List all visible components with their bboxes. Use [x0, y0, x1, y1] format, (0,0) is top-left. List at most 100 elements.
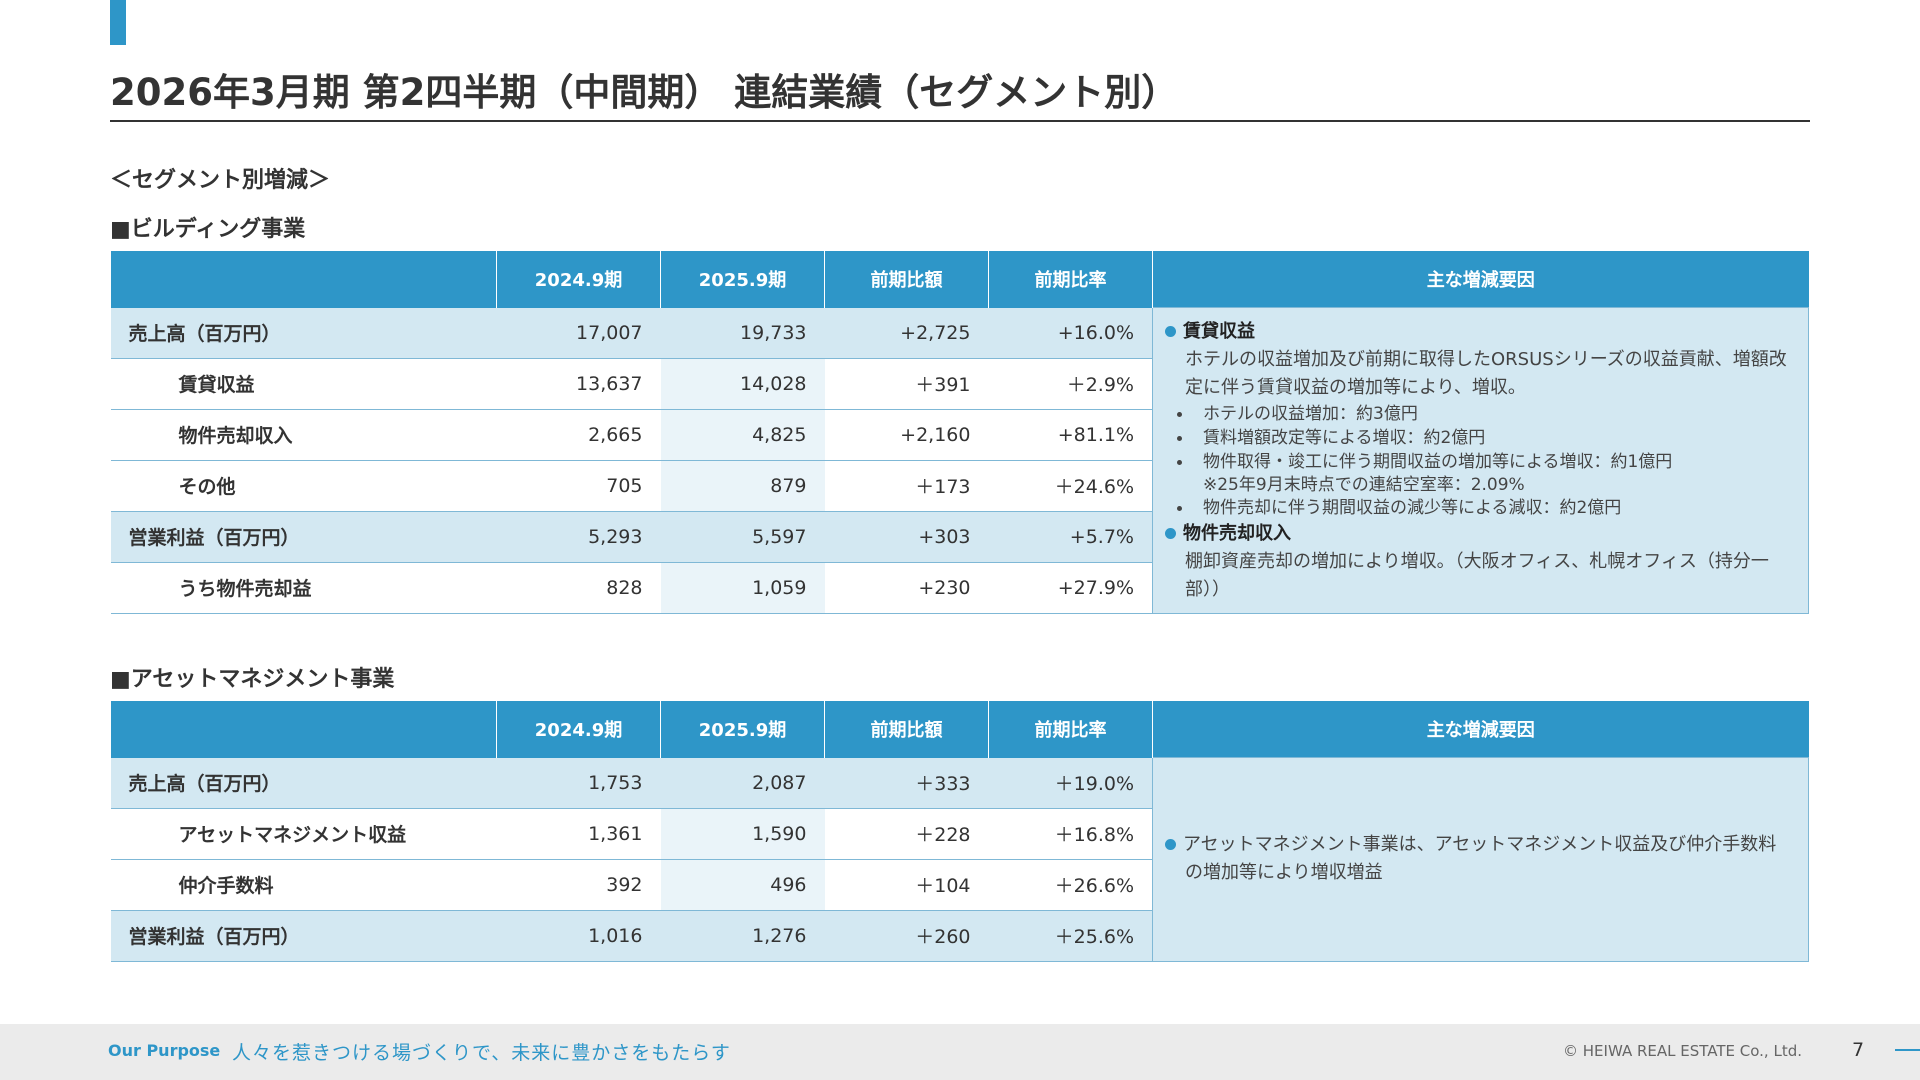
row-label: 営業利益（百万円）	[110, 910, 497, 962]
note-text: ホテルの収益増加及び前期に取得したORSUSシリーズの収益貢献、増額改定に伴う賃…	[1185, 349, 1787, 398]
cell: +27.9%	[988, 562, 1153, 614]
section-heading: ■アセットマネジメント事業	[110, 667, 395, 692]
note-heading: 物件売却収入	[1165, 520, 1794, 548]
cell: ＋24.6%	[988, 460, 1153, 512]
header-cell: 2025.9期	[660, 701, 825, 758]
table-row: 売上高（百万円） 17,007 19,733 +2,725 +16.0% 賃貸収益 ホテルの…	[110, 307, 1809, 614]
table-row: その他 705 879 ＋173 ＋24.6%	[110, 460, 1809, 512]
cell: 1,361	[496, 808, 661, 860]
page-number: 7	[1852, 1039, 1865, 1061]
cell: ＋260	[824, 910, 989, 962]
cell: 19,733	[660, 307, 825, 359]
note-bullet: ホテルの収益増加：約3億円	[1165, 402, 1794, 426]
note-text: アセットマネジメント事業は、アセットマネジメント収益及び仲介手数料の増加等により…	[1165, 831, 1794, 887]
row-label: 仲介手数料	[110, 859, 497, 911]
cell: +2,725	[824, 307, 989, 359]
row-label: 物件売却収入	[110, 409, 497, 461]
table-row: うち物件売却益 828 1,059 +230 +27.9%	[110, 562, 1809, 614]
row-label: 売上高（百万円）	[110, 307, 497, 359]
row-label: うち物件売却益	[110, 562, 497, 614]
cell: 17,007	[496, 307, 661, 359]
cell: ＋104	[824, 859, 989, 911]
row-label: 賃貸収益	[110, 358, 497, 410]
header-row: 2024.9期 2025.9期 前期比額 前期比率 主な増減要因	[110, 701, 1809, 758]
note-heading: 賃貸収益	[1165, 318, 1794, 346]
copyright: © HEIWA REAL ESTATE Co., Ltd.	[1563, 1042, 1802, 1060]
table-row: 営業利益（百万円） 1,016 1,276 ＋260 ＋25.6%	[110, 910, 1809, 962]
table-row: 営業利益（百万円） 5,293 5,597 +303 +5.7%	[110, 511, 1809, 563]
cell: +303	[824, 511, 989, 563]
row-label: 営業利益（百万円）	[110, 511, 497, 563]
cell: ＋2.9%	[988, 358, 1153, 410]
cell: 1,059	[660, 562, 825, 614]
cell: +5.7%	[988, 511, 1153, 563]
note-body: アセットマネジメント事業は、アセットマネジメント収益及び仲介手数料の増加等により…	[1183, 834, 1777, 884]
header-cell: 2025.9期	[660, 251, 825, 308]
cell: +230	[824, 562, 989, 614]
cell: 2,087	[660, 757, 825, 809]
purpose: 人々を惹きつける場づくりで、未来に豊かさをもたらす	[232, 1042, 731, 1064]
table-row: 仲介手数料 392 496 ＋104 ＋26.6%	[110, 859, 1809, 911]
header-cell	[110, 701, 497, 758]
cell: 2,665	[496, 409, 661, 461]
note-text: 棚卸資産売却の増加により増収。（大阪オフィス、札幌オフィス（持分一部））	[1185, 551, 1769, 600]
table-row: 売上高（百万円） 1,753 2,087 ＋333 ＋19.0% アセットマネジメント事業…	[110, 757, 1809, 962]
cell: ＋333	[824, 757, 989, 809]
row-label: アセットマネジメント収益	[110, 808, 497, 860]
footer: Our Purpose 人々を惹きつける場づくりで、未来に豊かさをもたらす © …	[0, 1024, 1920, 1080]
cell: 14,028	[660, 358, 825, 410]
title-rule	[110, 120, 1810, 122]
cell: +81.1%	[988, 409, 1153, 461]
cell: 1,016	[496, 910, 661, 962]
header-cell: 主な増減要因	[1152, 701, 1809, 758]
header-cell: 前期比額	[824, 251, 989, 308]
accent-bar	[110, 0, 126, 45]
title: 2026年3月期 第2四半期（中間期） 連結業績（セグメント別）	[110, 71, 1179, 114]
header-cell: 前期比率	[988, 701, 1153, 758]
section-heading: ■ビルディング事業	[110, 217, 306, 242]
header-cell: 主な増減要因	[1152, 251, 1809, 308]
header-cell: 前期比率	[988, 251, 1153, 308]
note-heading-text: 物件売却収入	[1183, 523, 1291, 544]
table-row: 物件売却収入 2,665 4,825 +2,160 +81.1%	[110, 409, 1809, 461]
segment-table: 2024.9期 2025.9期 前期比額 前期比率 主な増減要因 売上高（百万円） 1,75…	[110, 701, 1809, 962]
subtitle: ＜セグメント別増減＞	[110, 168, 331, 193]
header-cell: 前期比額	[824, 701, 989, 758]
note-dot	[1165, 839, 1176, 851]
cell: +16.0%	[988, 307, 1153, 359]
footer-line	[1895, 1049, 1920, 1051]
note-bullet: 物件売却に伴う期間収益の減少等による減収：約2億円	[1165, 496, 1794, 520]
note-heading-text: 賃貸収益	[1183, 321, 1255, 342]
table-row: 賃貸収益 13,637 14,028 ＋391 ＋2.9%	[110, 358, 1809, 410]
row-label: 売上高（百万円）	[110, 757, 497, 809]
notes-cell: 賃貸収益ホテルの収益増加及び前期に取得したORSUSシリーズの収益貢献、増額改定…	[1152, 307, 1809, 614]
cell: 4,825	[660, 409, 825, 461]
header-row: 2024.9期 2025.9期 前期比額 前期比率 主な増減要因	[110, 251, 1809, 308]
note-sub: ※25年9月末時点での連結空室率：2.09%	[1203, 475, 1525, 495]
note-bullet: 物件取得・竣工に伴う期間収益の増加等による増収：約1億円	[1165, 450, 1794, 474]
cell: 5,597	[660, 511, 825, 563]
cell: ＋26.6%	[988, 859, 1153, 911]
cell: 879	[660, 460, 825, 512]
notes-cell: アセットマネジメント事業は、アセットマネジメント収益及び仲介手数料の増加等により…	[1152, 757, 1809, 962]
header-cell	[110, 251, 497, 308]
note-dot	[1165, 528, 1176, 539]
row-label: その他	[110, 460, 497, 512]
segment-table: 2024.9期 2025.9期 前期比額 前期比率 主な増減要因 売上高（百万円） 17,0…	[110, 251, 1809, 614]
cell: 392	[496, 859, 661, 911]
header-cell: 2024.9期	[496, 251, 661, 308]
cell: 1,276	[660, 910, 825, 962]
cell: ＋391	[824, 358, 989, 410]
cell: 705	[496, 460, 661, 512]
cell: ＋16.8%	[988, 808, 1153, 860]
cell: 1,590	[660, 808, 825, 860]
cell: ＋173	[824, 460, 989, 512]
note-bullet: 賃料増額改定等による増収：約2億円	[1165, 426, 1794, 450]
table-row: アセットマネジメント収益 1,361 1,590 ＋228 ＋16.8%	[110, 808, 1809, 860]
cell: 13,637	[496, 358, 661, 410]
cell: 5,293	[496, 511, 661, 563]
purpose-label: Our Purpose	[108, 1041, 221, 1060]
cell: +2,160	[824, 409, 989, 461]
cell: 1,753	[496, 757, 661, 809]
header-cell: 2024.9期	[496, 701, 661, 758]
